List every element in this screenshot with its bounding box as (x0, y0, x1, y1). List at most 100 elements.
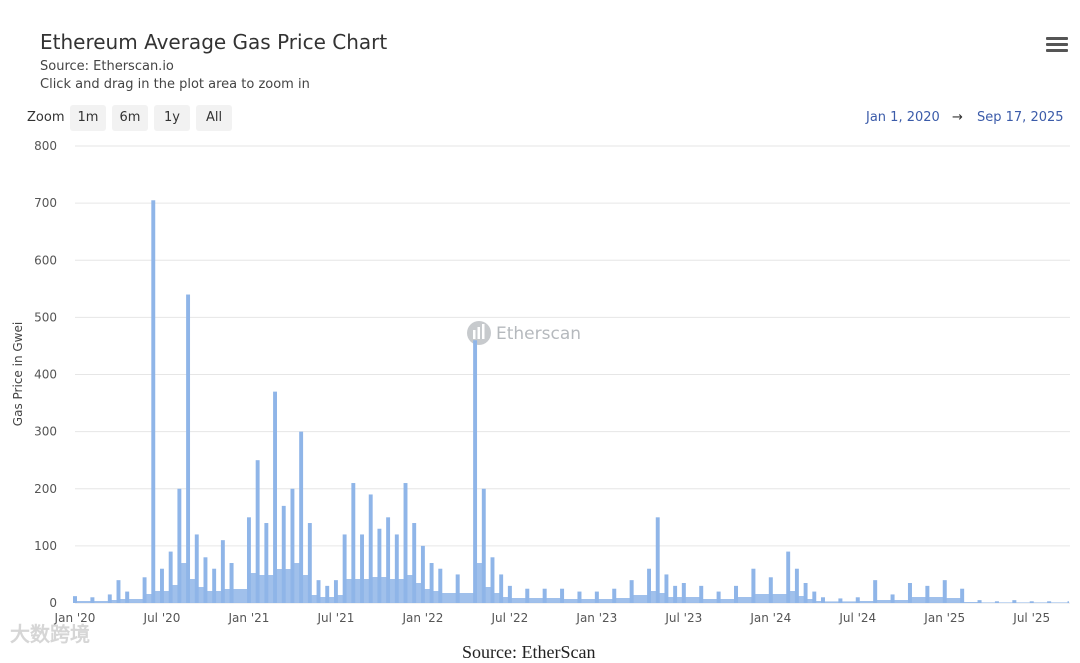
area-segment (214, 591, 223, 603)
area-segment (753, 594, 771, 603)
area-segment (909, 597, 928, 603)
area-segment (266, 575, 276, 603)
data-bar (168, 551, 173, 603)
area-segment (257, 575, 267, 603)
area-segment (675, 597, 684, 603)
area-segment (683, 597, 702, 603)
area-segment (327, 597, 336, 603)
area-segment (275, 569, 284, 603)
area-segment (422, 589, 432, 603)
area-segment (248, 573, 258, 603)
area-segment (657, 593, 667, 603)
data-bar (838, 598, 843, 603)
area-segment (649, 591, 658, 603)
range-from-date[interactable]: Jan 1, 2020 (866, 110, 940, 125)
data-bar (151, 200, 156, 604)
area-segment (562, 599, 580, 603)
zoom-all-button[interactable]: All (196, 105, 232, 131)
data-bar (142, 577, 147, 603)
data-bar (655, 517, 660, 603)
data-bar (107, 594, 112, 603)
area-segment (196, 587, 206, 603)
area-segment (875, 600, 893, 603)
data-bar (290, 488, 295, 603)
x-tick-label: Jan '21 (228, 611, 270, 625)
data-bar (542, 588, 547, 603)
data-bar (360, 534, 364, 603)
area-segment (996, 602, 1015, 603)
y-axis-ticks: 0 100 200 300 400 500 600 700 800 (34, 139, 57, 610)
data-bar (386, 517, 391, 603)
y-tick-label: 400 (34, 368, 57, 382)
hamburger-menu-icon[interactable] (1046, 37, 1068, 55)
data-bar (786, 551, 791, 603)
area-segment (188, 579, 197, 603)
area-segment (335, 595, 345, 603)
data-bar (994, 601, 999, 603)
range-arrow-icon: → (952, 110, 963, 125)
data-bar (246, 517, 251, 603)
area-segment (579, 599, 597, 603)
data-bar (942, 580, 947, 603)
data-bar (925, 585, 930, 603)
x-tick-label: Jan '20 (54, 611, 96, 625)
data-bar (377, 528, 382, 603)
data-bar (194, 534, 199, 603)
area-segment (666, 597, 676, 603)
area-segment (379, 577, 389, 603)
area-segment (283, 569, 293, 603)
data-bar (90, 597, 95, 603)
zoom-6m-button[interactable]: 6m (112, 105, 148, 131)
zoom-1m-button[interactable]: 1m (70, 105, 106, 131)
y-tick-label: 800 (34, 139, 57, 153)
data-bar (577, 591, 582, 603)
range-to-date[interactable]: Sep 17, 2025 (977, 110, 1064, 125)
data-bar (264, 523, 269, 603)
area-segment (927, 597, 945, 603)
area-segment (614, 598, 632, 603)
x-tick-label: Jul '22 (490, 611, 528, 625)
data-bar (368, 494, 373, 603)
area-segment (527, 598, 545, 603)
data-bar (125, 591, 130, 603)
data-bar (820, 597, 825, 603)
data-bar (699, 585, 704, 603)
area-segment (457, 593, 476, 603)
data-bar (212, 568, 217, 603)
area-segment (814, 601, 823, 603)
data-bar (412, 523, 417, 603)
x-tick-label: Jan '24 (749, 611, 791, 625)
area-segment (231, 589, 249, 603)
data-bar (499, 574, 504, 603)
area-segment (179, 563, 189, 603)
area-segment (944, 598, 963, 603)
data-bar (647, 568, 651, 603)
x-axis-ticks: Jan '20 Jul '20 Jan '21 Jul '21 Jan '22 Jul '… (54, 611, 1051, 625)
area-segment (170, 585, 180, 603)
data-bar (455, 574, 460, 603)
area-segment (979, 602, 997, 603)
data-bar (751, 568, 756, 603)
area-segment (492, 593, 502, 603)
data-bar (890, 594, 895, 603)
area-segment (161, 591, 171, 603)
data-bar (794, 568, 799, 603)
area-segment (309, 595, 319, 603)
data-bar (673, 585, 678, 603)
data-bar (594, 591, 599, 603)
data-bar (429, 563, 434, 603)
zoom-1y-button[interactable]: 1y (154, 105, 190, 131)
data-bar (855, 597, 860, 603)
area-segment (770, 594, 789, 603)
area-segment (344, 579, 354, 603)
area-segment (118, 599, 128, 603)
overlay-watermark: 大数跨境 (10, 622, 90, 646)
data-bar (664, 574, 669, 603)
data-bar (299, 431, 304, 603)
data-bar (907, 583, 912, 603)
data-bar (873, 580, 878, 603)
area-segment (318, 597, 328, 603)
area-segment (788, 591, 797, 603)
x-tick-label: Jan '22 (401, 611, 443, 625)
